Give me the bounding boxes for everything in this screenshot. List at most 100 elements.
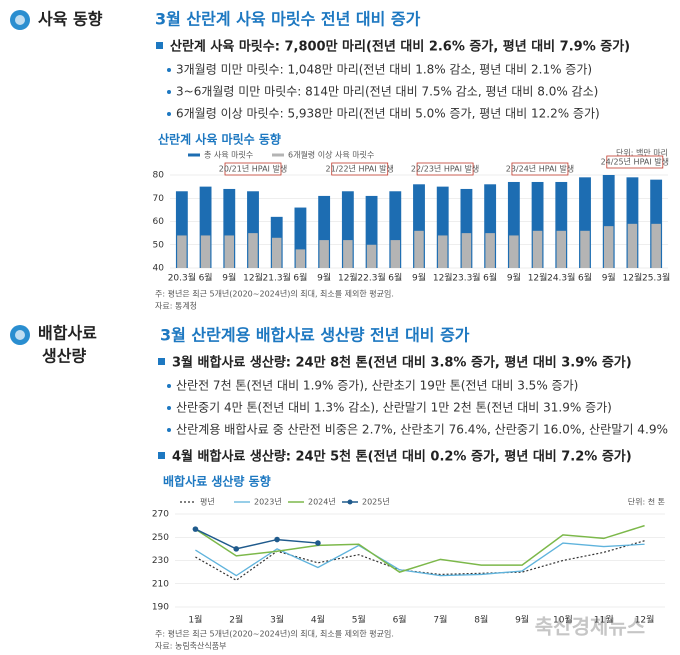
x-tick-label: 4월	[311, 614, 325, 626]
bar	[414, 230, 424, 268]
line	[195, 528, 318, 550]
x-tick-label: 12월	[338, 272, 358, 284]
bullet	[167, 68, 171, 72]
line	[195, 542, 645, 577]
bar	[200, 235, 211, 268]
bar	[627, 223, 638, 268]
point	[274, 536, 280, 543]
point	[315, 540, 321, 546]
bar	[365, 195, 378, 268]
x-tick-label: 12월	[635, 614, 655, 626]
bar	[555, 181, 568, 268]
unit: 단위: 백만 마리	[616, 148, 668, 158]
legend-label: 2023년	[254, 497, 282, 507]
main-bullet: 3월 배합사료 생산량: 24만 8천 톤(전년 대비 3.8% 증가, 평년 …	[172, 355, 632, 371]
y-tick-label: 230	[152, 556, 169, 566]
annotation: 21/22년 HPAI 발생	[326, 164, 394, 174]
bar	[248, 233, 258, 268]
legend-label: 2025년	[362, 497, 390, 507]
x-tick-label: 9월	[317, 272, 331, 284]
icon	[15, 330, 25, 340]
x-tick-label: 9월	[515, 614, 529, 626]
x-tick-label: 5월	[352, 614, 366, 626]
x-tick-label: 6월	[388, 272, 402, 284]
annotation: 22/23년 HPAI 발생	[411, 164, 479, 174]
bar	[224, 235, 235, 268]
legend-label: 6개월령 이상 사육 마릿수	[288, 150, 374, 160]
bar	[413, 184, 425, 268]
item: 산란중기 4만 톤(전년 대비 1.3% 감소), 산란말기 1만 2천 톤(전…	[176, 400, 612, 415]
bullet	[167, 428, 171, 432]
item: 3~6개월령 미만 마릿수: 814만 마리(전년 대비 7.5% 감소, 평년…	[176, 85, 598, 99]
bar	[366, 244, 377, 268]
annotation: 20/21년 HPAI 발생	[219, 164, 287, 174]
bullet	[167, 90, 171, 94]
bullet	[167, 112, 171, 116]
item: 산란전 7천 톤(전년 대비 1.9% 증가), 산란초기 19만 톤(전년 대…	[176, 378, 578, 393]
annotation-box	[606, 155, 664, 169]
y-tick-label: 40	[153, 264, 165, 274]
bar	[223, 188, 236, 268]
x-tick-label: 22.3월	[357, 272, 385, 284]
x-tick-label: 9월	[412, 272, 426, 284]
bullet	[156, 42, 163, 49]
legend-swatch	[272, 153, 284, 157]
legend-marker	[347, 499, 353, 505]
annotation: 23/24년 HPAI 발생	[506, 164, 574, 174]
bar	[436, 186, 449, 268]
note: 주: 평년은 최근 5개년(2020~2024년)의 최대, 최소를 제외한 평…	[155, 289, 394, 299]
bullet	[167, 384, 171, 388]
bar	[485, 233, 495, 268]
x-tick-label: 6월	[578, 272, 592, 284]
x-tick-label: 8월	[474, 614, 488, 626]
bullet	[158, 358, 165, 365]
x-tick-label: 9월	[507, 272, 521, 284]
x-tick-label: 21.3월	[263, 272, 291, 284]
bar	[295, 249, 306, 268]
bar	[507, 181, 520, 268]
bar	[532, 230, 543, 268]
y-tick-label: 60	[153, 217, 165, 227]
bar	[531, 181, 544, 268]
annotation-box	[224, 162, 282, 176]
bar	[175, 191, 188, 268]
source: 자료: 통계청	[155, 301, 197, 311]
x-tick-label: 3월	[270, 614, 284, 626]
bar	[389, 191, 402, 268]
bar	[294, 207, 307, 268]
bar	[199, 186, 212, 268]
heading: 3월 산란계용 배합사료 생산량 전년 대비 증가	[160, 326, 470, 345]
x-tick-label: 12월	[623, 272, 643, 284]
main-bullet: 산란계 사육 마릿수: 7,800만 마리(전년 대비 2.6% 증가, 평년 …	[170, 39, 630, 55]
point	[233, 546, 240, 552]
bar	[460, 188, 473, 268]
x-tick-label: 12월	[243, 272, 263, 284]
y-tick-label: 80	[153, 171, 165, 181]
x-tick-label: 10월	[553, 614, 573, 626]
bar	[603, 226, 614, 268]
x-tick-label: 9월	[222, 272, 236, 284]
source: 자료: 농림축산식품부	[155, 641, 226, 651]
bar	[437, 235, 448, 268]
bar	[509, 235, 519, 268]
heading: 3월 산란계 사육 마릿수 전년 대비 증가	[155, 10, 421, 29]
x-tick-label: 20.3월	[168, 272, 196, 284]
bar	[651, 223, 661, 268]
y-tick-label: 50	[153, 240, 165, 250]
y-tick-label: 210	[152, 579, 169, 589]
item: 6개월령 이상 마릿수: 5,938만 마리(전년 대비 5.0% 증가, 평년…	[176, 107, 600, 121]
x-tick-label: 6월	[199, 272, 213, 284]
annotation-box	[511, 162, 569, 176]
unit: 단위: 천 톤	[628, 497, 665, 507]
chart-title: 산란계 사육 마릿수 동향	[158, 132, 281, 147]
legend-label: 2024년	[308, 497, 336, 507]
icon	[15, 15, 25, 25]
x-tick-label: 12월	[433, 272, 453, 284]
bar	[318, 195, 331, 268]
annotation: 24/25년 HPAI 발생	[601, 157, 669, 167]
bar	[271, 237, 282, 268]
x-tick-label: 2월	[229, 614, 243, 626]
bar	[247, 191, 259, 268]
legend-label: 총 사육 마릿수	[204, 150, 253, 160]
